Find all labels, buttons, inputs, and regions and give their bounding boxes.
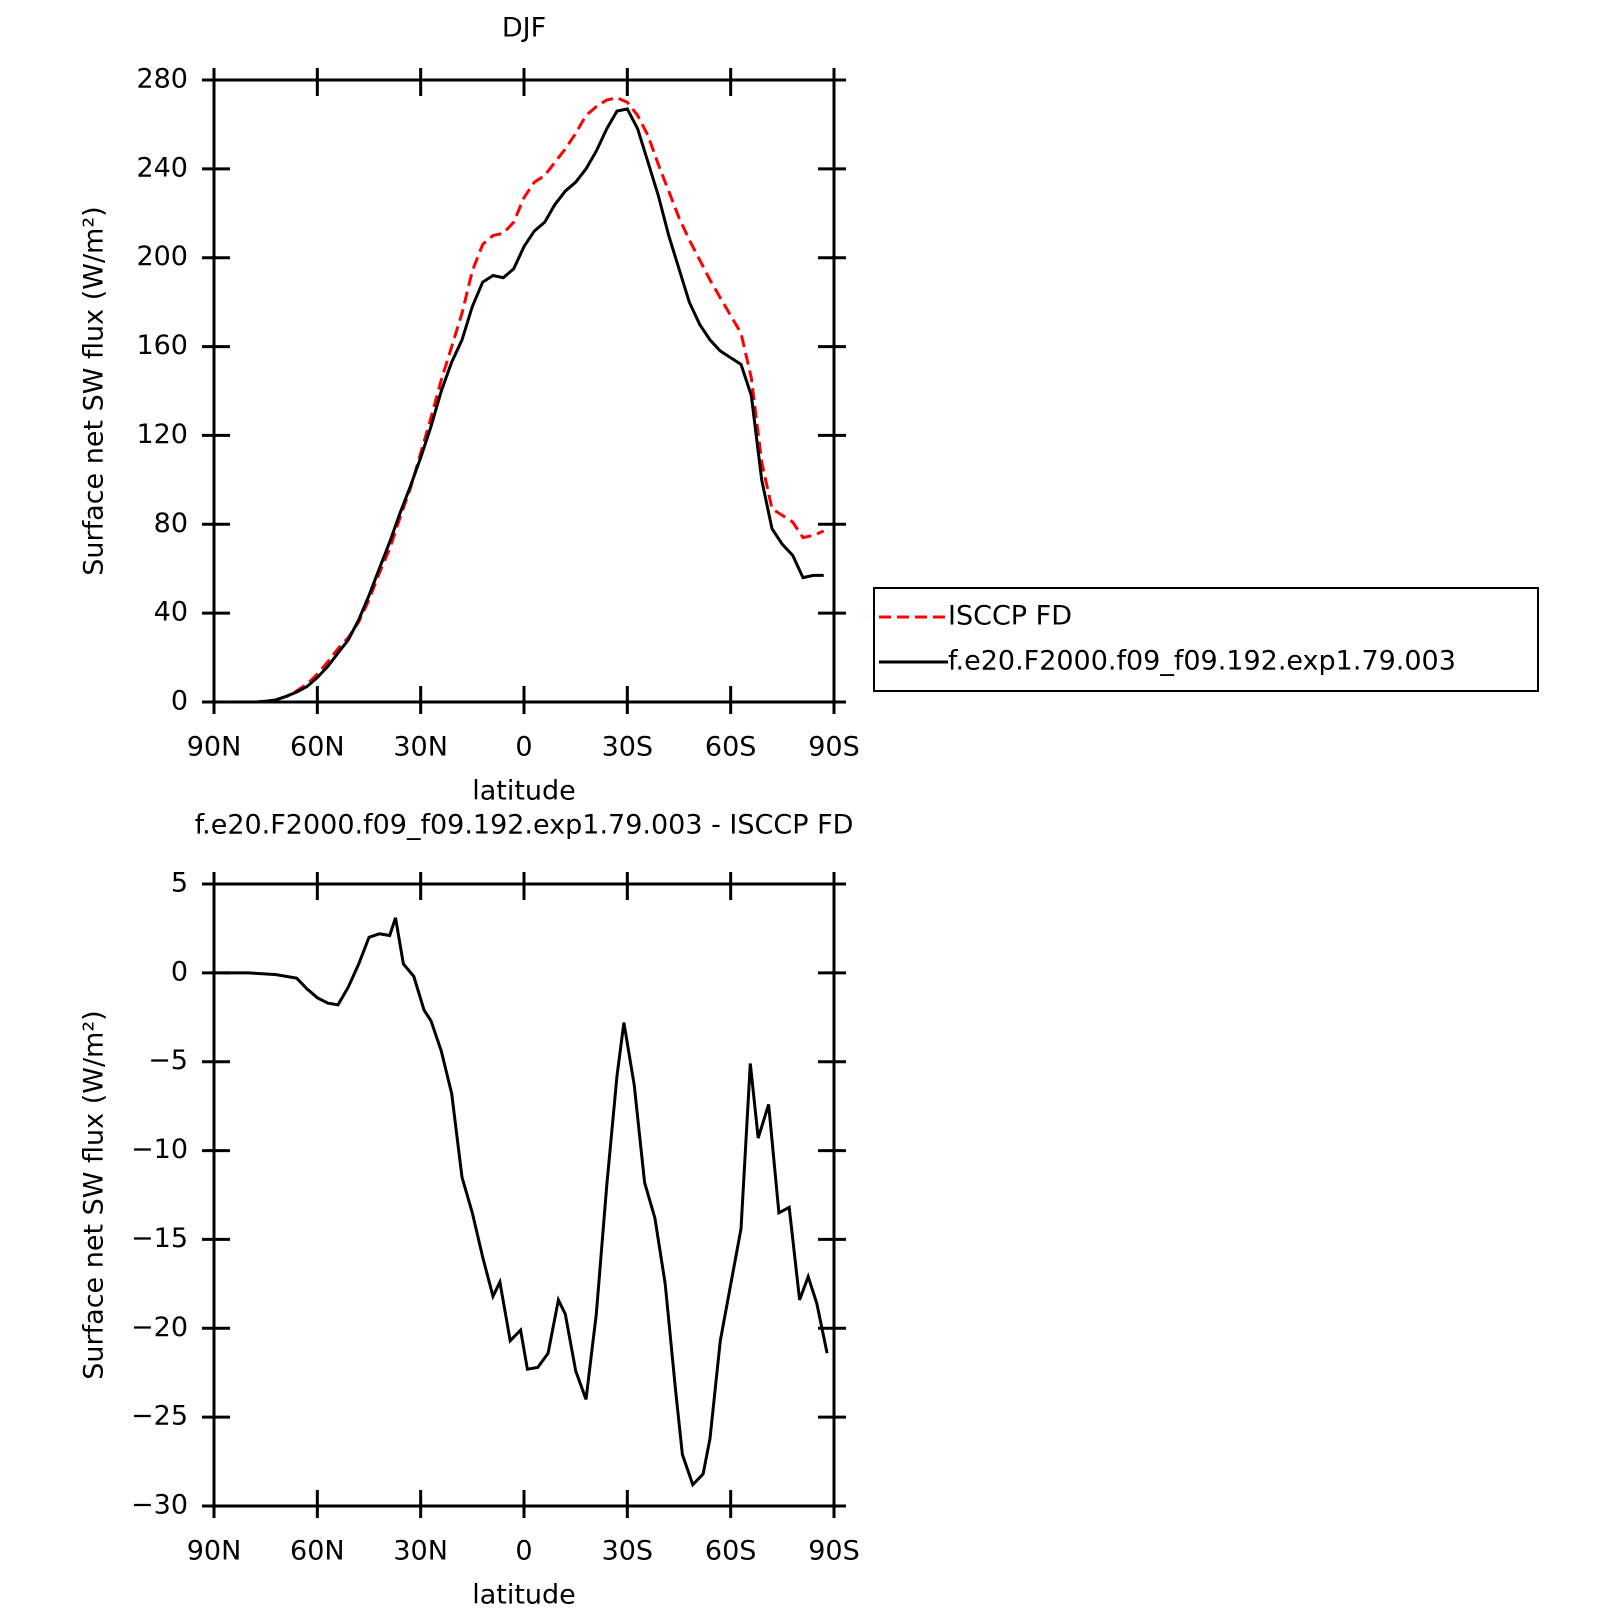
y-tick-label: 0 — [171, 956, 188, 987]
chart-title: f.e20.F2000.f09_f09.192.exp1.79.003 - IS… — [195, 810, 854, 841]
y-tick-label: 0 — [171, 686, 188, 717]
x-tick-label: 60S — [705, 732, 757, 763]
x-tick-label: 0 — [515, 1536, 532, 1567]
x-tick-label: 0 — [515, 732, 532, 763]
x-tick-label: 90S — [808, 1536, 860, 1567]
plot-frame — [212, 78, 836, 704]
x-tick-label: 90N — [187, 1536, 242, 1567]
x-tick-label: 30N — [393, 1536, 448, 1567]
x-tick-label: 60N — [290, 732, 345, 763]
y-tick-label: 5 — [171, 868, 188, 899]
x-tick-label: 60N — [290, 1536, 345, 1567]
data-line — [220, 917, 829, 1488]
y-tick-label: 240 — [136, 152, 188, 183]
legend-box — [873, 587, 1539, 692]
x-axis-label: latitude — [472, 776, 576, 807]
x-tick-label: 30S — [602, 732, 654, 763]
y-tick-label: 80 — [154, 508, 188, 539]
y-axis-label: Surface net SW flux (W/m²) — [79, 1010, 110, 1379]
data-line — [224, 96, 825, 704]
x-tick-label: 60S — [705, 1536, 757, 1567]
y-tick-label: 40 — [154, 597, 188, 628]
legend-label: ISCCP FD — [948, 601, 1072, 632]
x-tick-label: 30S — [602, 1536, 654, 1567]
chart-title: DJF — [502, 13, 546, 44]
y-tick-label: −20 — [131, 1312, 188, 1343]
y-tick-label: −30 — [131, 1490, 188, 1521]
y-axis-label: Surface net SW flux (W/m²) — [79, 206, 110, 575]
data-line — [224, 107, 824, 704]
legend-label: f.e20.F2000.f09_f09.192.exp1.79.003 — [948, 646, 1456, 677]
y-tick-label: −10 — [131, 1134, 188, 1165]
y-tick-label: 280 — [136, 64, 188, 95]
y-tick-label: −25 — [131, 1401, 188, 1432]
y-tick-label: −5 — [148, 1045, 188, 1076]
plot-frame — [212, 882, 836, 1508]
x-tick-label: 30N — [393, 732, 448, 763]
x-tick-label: 90S — [808, 732, 860, 763]
x-axis-label: latitude — [472, 1580, 576, 1611]
y-tick-label: 200 — [136, 241, 188, 272]
y-tick-label: 160 — [136, 330, 188, 361]
y-tick-label: −15 — [131, 1223, 188, 1254]
x-tick-label: 90N — [187, 732, 242, 763]
y-tick-label: 120 — [136, 419, 188, 450]
